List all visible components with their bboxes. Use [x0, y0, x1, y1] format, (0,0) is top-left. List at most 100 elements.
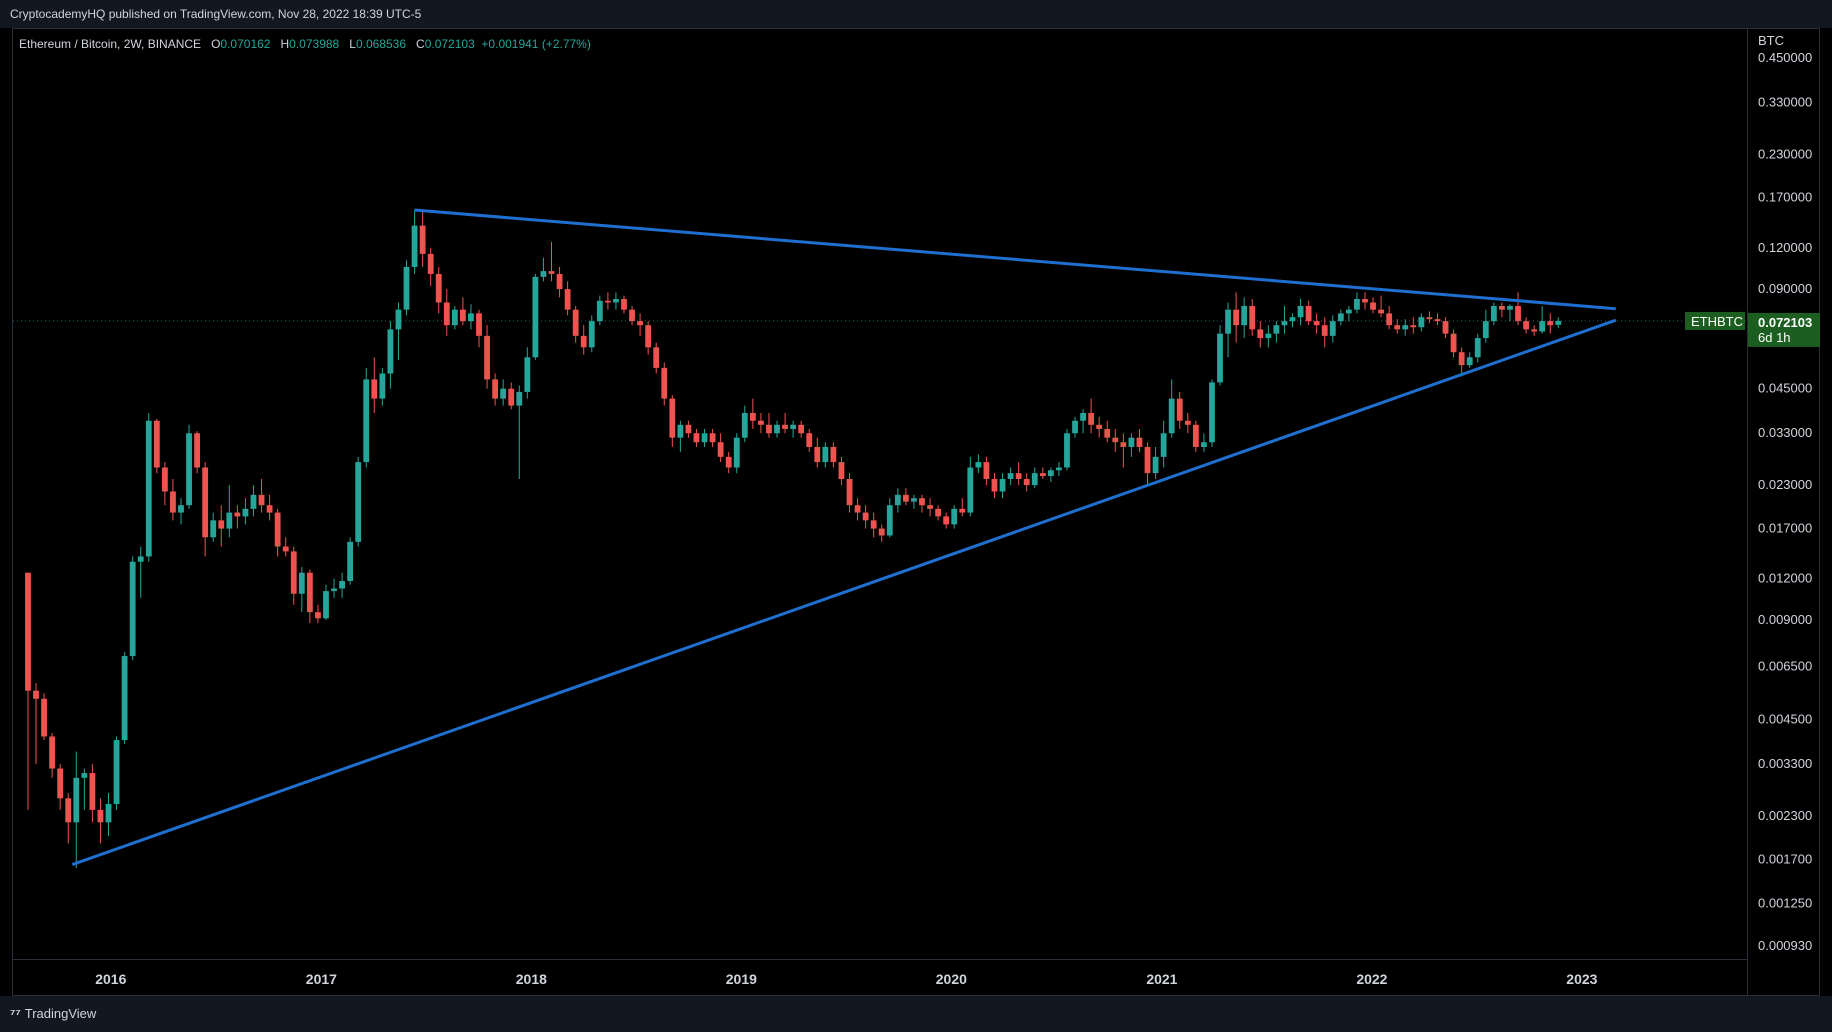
- candle: [1273, 321, 1280, 343]
- candle-body: [1088, 412, 1095, 425]
- candle: [919, 494, 925, 513]
- candle-body: [741, 412, 748, 438]
- candlestick-plot[interactable]: ETHBTC: [13, 29, 1747, 959]
- candle: [250, 485, 257, 517]
- candle: [1031, 467, 1038, 489]
- price-unit-label: BTC: [1758, 33, 1784, 48]
- candle: [1007, 467, 1014, 486]
- candle-body: [572, 309, 579, 336]
- candle: [1539, 306, 1546, 334]
- candle-body: [1160, 433, 1167, 457]
- candle: [798, 420, 805, 438]
- candle: [838, 456, 845, 486]
- symbol-title[interactable]: Ethereum / Bitcoin, 2W, BINANCE: [19, 37, 202, 51]
- price-tick-label: 0.120000: [1758, 240, 1812, 255]
- candle: [846, 473, 853, 513]
- candle: [653, 342, 660, 374]
- candle-body: [97, 809, 104, 823]
- candle: [210, 512, 217, 542]
- candle: [967, 456, 974, 517]
- candle: [1378, 295, 1384, 318]
- candle: [274, 508, 281, 557]
- candle: [363, 367, 370, 468]
- candle-body: [822, 446, 829, 463]
- candle: [822, 442, 829, 468]
- candle-body: [911, 498, 917, 502]
- candle: [758, 412, 764, 434]
- tradingview-brand[interactable]: ⁷⁷ TradingView: [10, 1006, 96, 1021]
- candle-body: [508, 388, 515, 406]
- candle: [451, 306, 458, 330]
- candle: [1056, 462, 1062, 477]
- candle-body: [1128, 437, 1135, 447]
- symbol-tag: ETHBTC: [1685, 311, 1745, 330]
- candle: [459, 297, 466, 326]
- candle-body: [766, 424, 772, 434]
- candle-body: [1547, 321, 1554, 326]
- candle-body: [661, 367, 668, 399]
- candle: [73, 751, 80, 869]
- candle-body: [1555, 320, 1562, 325]
- candle-body: [629, 309, 635, 322]
- candle: [202, 462, 209, 557]
- publisher-text: CryptocademyHQ published on TradingView.…: [10, 7, 422, 21]
- candle-body: [1023, 479, 1030, 486]
- candle: [49, 732, 56, 778]
- candle: [258, 479, 265, 513]
- candle: [339, 572, 345, 598]
- price-tick-label: 0.450000: [1758, 50, 1812, 65]
- candle: [355, 456, 362, 547]
- candle: [1289, 313, 1296, 328]
- candle: [113, 736, 120, 810]
- candle-body: [806, 433, 813, 447]
- candle: [331, 578, 337, 598]
- candle-body: [468, 313, 474, 322]
- candle-body: [1507, 306, 1513, 310]
- candle: [1410, 317, 1417, 334]
- candle: [991, 473, 998, 499]
- candle: [81, 768, 88, 810]
- candle-body: [81, 773, 88, 778]
- candle-body: [427, 253, 434, 274]
- candle-body: [411, 225, 418, 267]
- candle-body: [524, 357, 531, 392]
- candle-body: [25, 572, 31, 691]
- candle: [1313, 313, 1320, 334]
- candle: [500, 379, 507, 406]
- candle: [178, 498, 184, 525]
- candle-body: [613, 299, 619, 303]
- chart-frame[interactable]: Ethereum / Bitcoin, 2W, BINANCE O0.07016…: [12, 28, 1820, 996]
- time-axis[interactable]: 2016 2017 2018 2019 2020 2021 2022 2023: [13, 959, 1747, 996]
- trendline: [414, 208, 1616, 311]
- candle-body: [234, 512, 241, 517]
- candle: [1072, 416, 1078, 438]
- candle: [886, 498, 893, 538]
- candle-body: [1450, 333, 1457, 353]
- candle-body: [451, 309, 458, 326]
- candle: [677, 420, 684, 452]
- candle-body: [717, 442, 724, 457]
- candle: [1531, 325, 1538, 336]
- high-label: H: [280, 37, 290, 51]
- candle: [57, 764, 64, 810]
- candle: [443, 289, 450, 336]
- candle-body: [758, 420, 764, 425]
- candle-body: [105, 803, 112, 823]
- candle-body: [830, 446, 837, 463]
- candle: [701, 428, 708, 447]
- candle: [1225, 302, 1231, 358]
- candle: [1515, 292, 1521, 326]
- last-price-tag-bg: [1748, 312, 1820, 347]
- close-label: C: [416, 37, 425, 51]
- candle-body: [637, 321, 643, 326]
- candle-body: [725, 456, 732, 468]
- candle: [1458, 347, 1465, 377]
- candle: [1354, 292, 1360, 314]
- candle-body: [137, 556, 144, 562]
- time-tick-label: 2017: [306, 971, 337, 987]
- candle: [105, 792, 112, 837]
- price-axis[interactable]: BTC 0.450000 0.330000 0.230000 0.170000 0.12…: [1747, 29, 1820, 995]
- candle-body: [975, 462, 982, 468]
- candle: [427, 247, 434, 286]
- close-value: 0.072103: [424, 37, 475, 51]
